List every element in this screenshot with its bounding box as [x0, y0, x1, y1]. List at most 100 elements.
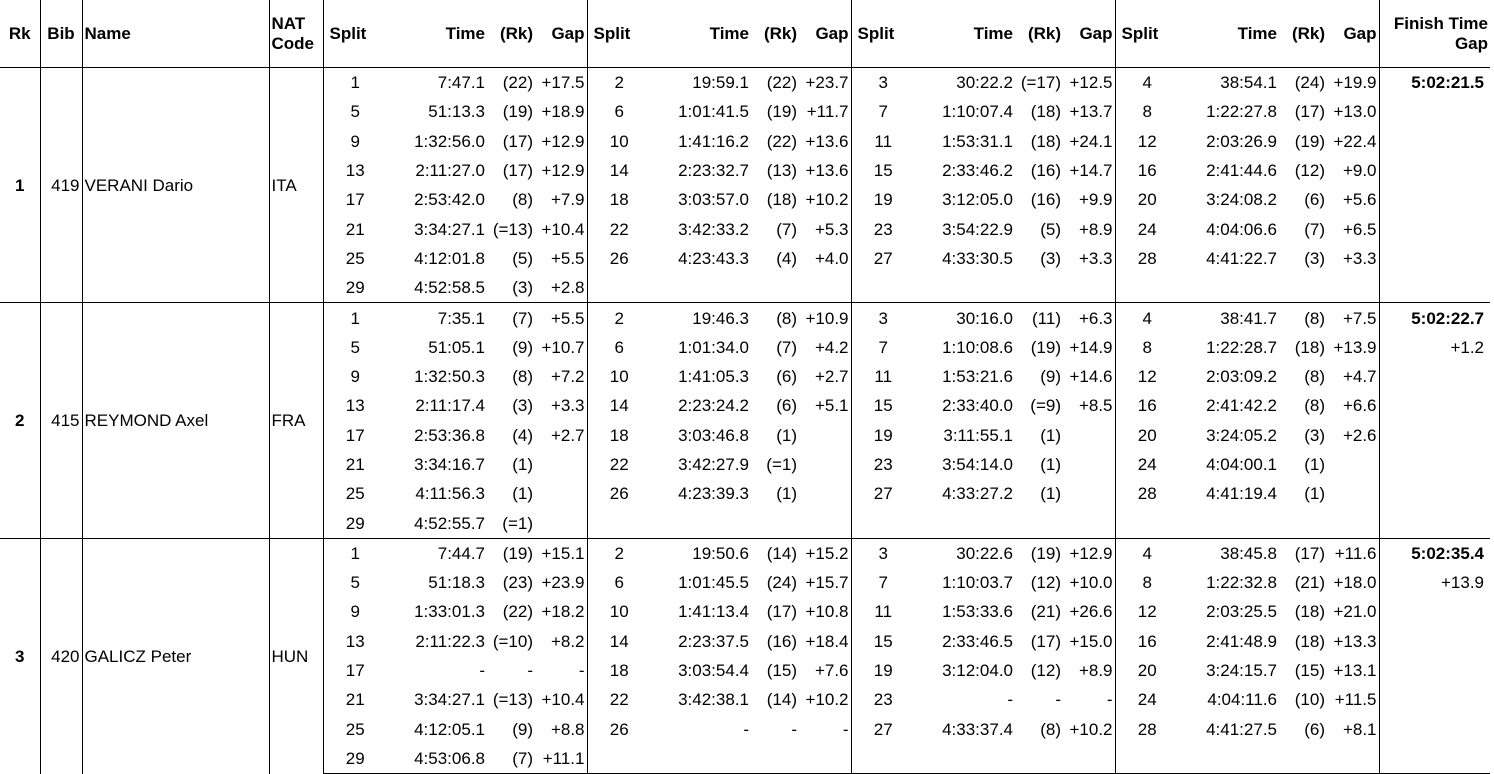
split-number: 4	[1114, 537, 1179, 569]
split-time: 2:53:42.0	[414, 190, 485, 210]
split-number: 7	[850, 97, 915, 127]
split-time: 7:35.1	[387, 302, 487, 333]
split-rank: (8)	[1040, 719, 1061, 739]
split-gap: +14.7	[1063, 155, 1116, 186]
header-finish-line2: Gap	[1454, 33, 1488, 53]
split-time: 2:41:44.6	[1206, 161, 1277, 181]
table-row: 17 2:53:36.8 (4) +2.7 18 3:03:46.8 (1) 19 3:11:5…	[0, 420, 1490, 450]
split-time: 2:03:09.2	[1206, 367, 1277, 387]
split-time: 1:10:08.6	[942, 337, 1013, 357]
header-rank-2: (Rk)	[751, 0, 799, 68]
split-gap: +5.5	[535, 302, 588, 333]
split-time: -	[743, 719, 749, 739]
split-number: 11	[850, 361, 915, 392]
finish-time: 5:02:35.4	[1378, 537, 1490, 569]
split-number: 12	[1114, 361, 1179, 392]
split-time: 3:12:04.0	[942, 661, 1013, 681]
athlete-bib: 420	[39, 537, 83, 774]
split-gap: +23.9	[535, 568, 588, 598]
split-time: 2:23:32.7	[678, 161, 749, 181]
split-gap	[799, 743, 852, 774]
split-time: 2:23:24.2	[678, 396, 749, 416]
split-rank: (1)	[1040, 484, 1061, 504]
split-rank: (19)	[766, 102, 797, 122]
split-rank: (19)	[1015, 537, 1063, 569]
split-time: 3:42:33.2	[678, 219, 749, 239]
finish-gap: +13.9	[1378, 568, 1490, 598]
split-rank: (9)	[512, 719, 533, 739]
split-rank: (=9)	[1030, 396, 1061, 416]
split-number: 25	[322, 243, 387, 274]
split-time	[651, 273, 751, 303]
split-gap: +17.5	[535, 67, 588, 98]
split-time: 2:11:17.4	[415, 396, 485, 416]
split-rank: (16)	[766, 631, 797, 651]
split-gap	[1063, 479, 1116, 509]
split-gap: +13.3	[1327, 626, 1380, 656]
split-time: 4:33:37.4	[942, 719, 1013, 739]
split-rank: (8)	[751, 302, 799, 333]
split-time: 3:34:27.1	[414, 690, 485, 710]
split-gap: +10.2	[1063, 714, 1116, 744]
split-time: 4:23:43.3	[678, 248, 749, 268]
split-number: 21	[322, 449, 387, 480]
split-number: 5	[322, 97, 387, 127]
split-time: -	[479, 661, 485, 681]
split-rank: -	[527, 661, 533, 681]
split-time: 4:12:01.8	[414, 248, 485, 268]
header-time-1: Time	[387, 0, 487, 68]
split-number: 19	[850, 655, 915, 686]
athlete-rank: 1	[0, 66, 41, 303]
split-rank: (18)	[1294, 337, 1325, 357]
table-row: 25 4:12:01.8 (5) +5.5 26 4:23:43.3 (4) +4.0 27 4:…	[0, 243, 1490, 274]
split-number	[586, 273, 651, 303]
split-time: 19:46.3	[651, 302, 751, 333]
split-number: 8	[1114, 97, 1179, 127]
table-row: 29 4:52:58.5 (3) +2.8	[0, 273, 1490, 303]
split-time: 2:11:22.3	[415, 631, 485, 651]
split-time: 1:41:16.2	[678, 131, 749, 151]
split-rank: (1)	[776, 425, 797, 445]
header-gap-3: Gap	[1063, 0, 1116, 68]
split-gap: +6.6	[1327, 391, 1380, 421]
split-time: 3:24:15.7	[1206, 661, 1277, 681]
split-time	[915, 273, 1015, 303]
header-split-4: Split	[1114, 0, 1179, 68]
split-gap	[799, 420, 852, 450]
split-number: 22	[586, 449, 651, 480]
split-rank: (8)	[1304, 396, 1325, 416]
split-rank: (18)	[1294, 631, 1325, 651]
split-rank: (19)	[1030, 337, 1061, 357]
split-number: 27	[850, 714, 915, 744]
table-row: 13 2:11:22.3 (=10) +8.2 14 2:23:37.5 (16) +18.4…	[0, 626, 1490, 656]
split-number	[586, 508, 651, 539]
split-gap: +14.9	[1063, 332, 1116, 362]
split-rank: (12)	[1030, 573, 1061, 593]
finish-gap: +1.2	[1378, 332, 1490, 362]
split-rank: (14)	[766, 690, 797, 710]
split-rank	[1279, 743, 1327, 774]
split-time: 2:41:48.9	[1206, 631, 1277, 651]
split-rank	[1015, 508, 1063, 538]
split-rank: (14)	[751, 537, 799, 569]
split-time: 4:52:58.5	[414, 278, 485, 298]
split-gap: +13.6	[799, 155, 852, 186]
split-gap: +10.2	[799, 185, 852, 215]
split-rank: (1)	[776, 484, 797, 504]
split-number: 12	[1114, 597, 1179, 627]
split-number	[1114, 273, 1179, 303]
finish-empty	[1378, 626, 1490, 656]
split-number: 6	[586, 568, 651, 598]
split-number: 23	[850, 449, 915, 480]
finish-empty	[1378, 185, 1490, 215]
split-number: 2	[586, 537, 651, 569]
split-number: 10	[586, 361, 651, 392]
split-number: 27	[850, 479, 915, 509]
split-time: 19:59.1	[651, 67, 751, 98]
finish-empty	[1378, 685, 1490, 715]
split-gap: +7.2	[535, 361, 588, 392]
finish-empty	[1378, 273, 1490, 303]
split-gap: +23.7	[799, 67, 852, 98]
split-gap: +11.6	[1327, 537, 1380, 569]
split-time: 3:42:38.1	[678, 690, 749, 710]
